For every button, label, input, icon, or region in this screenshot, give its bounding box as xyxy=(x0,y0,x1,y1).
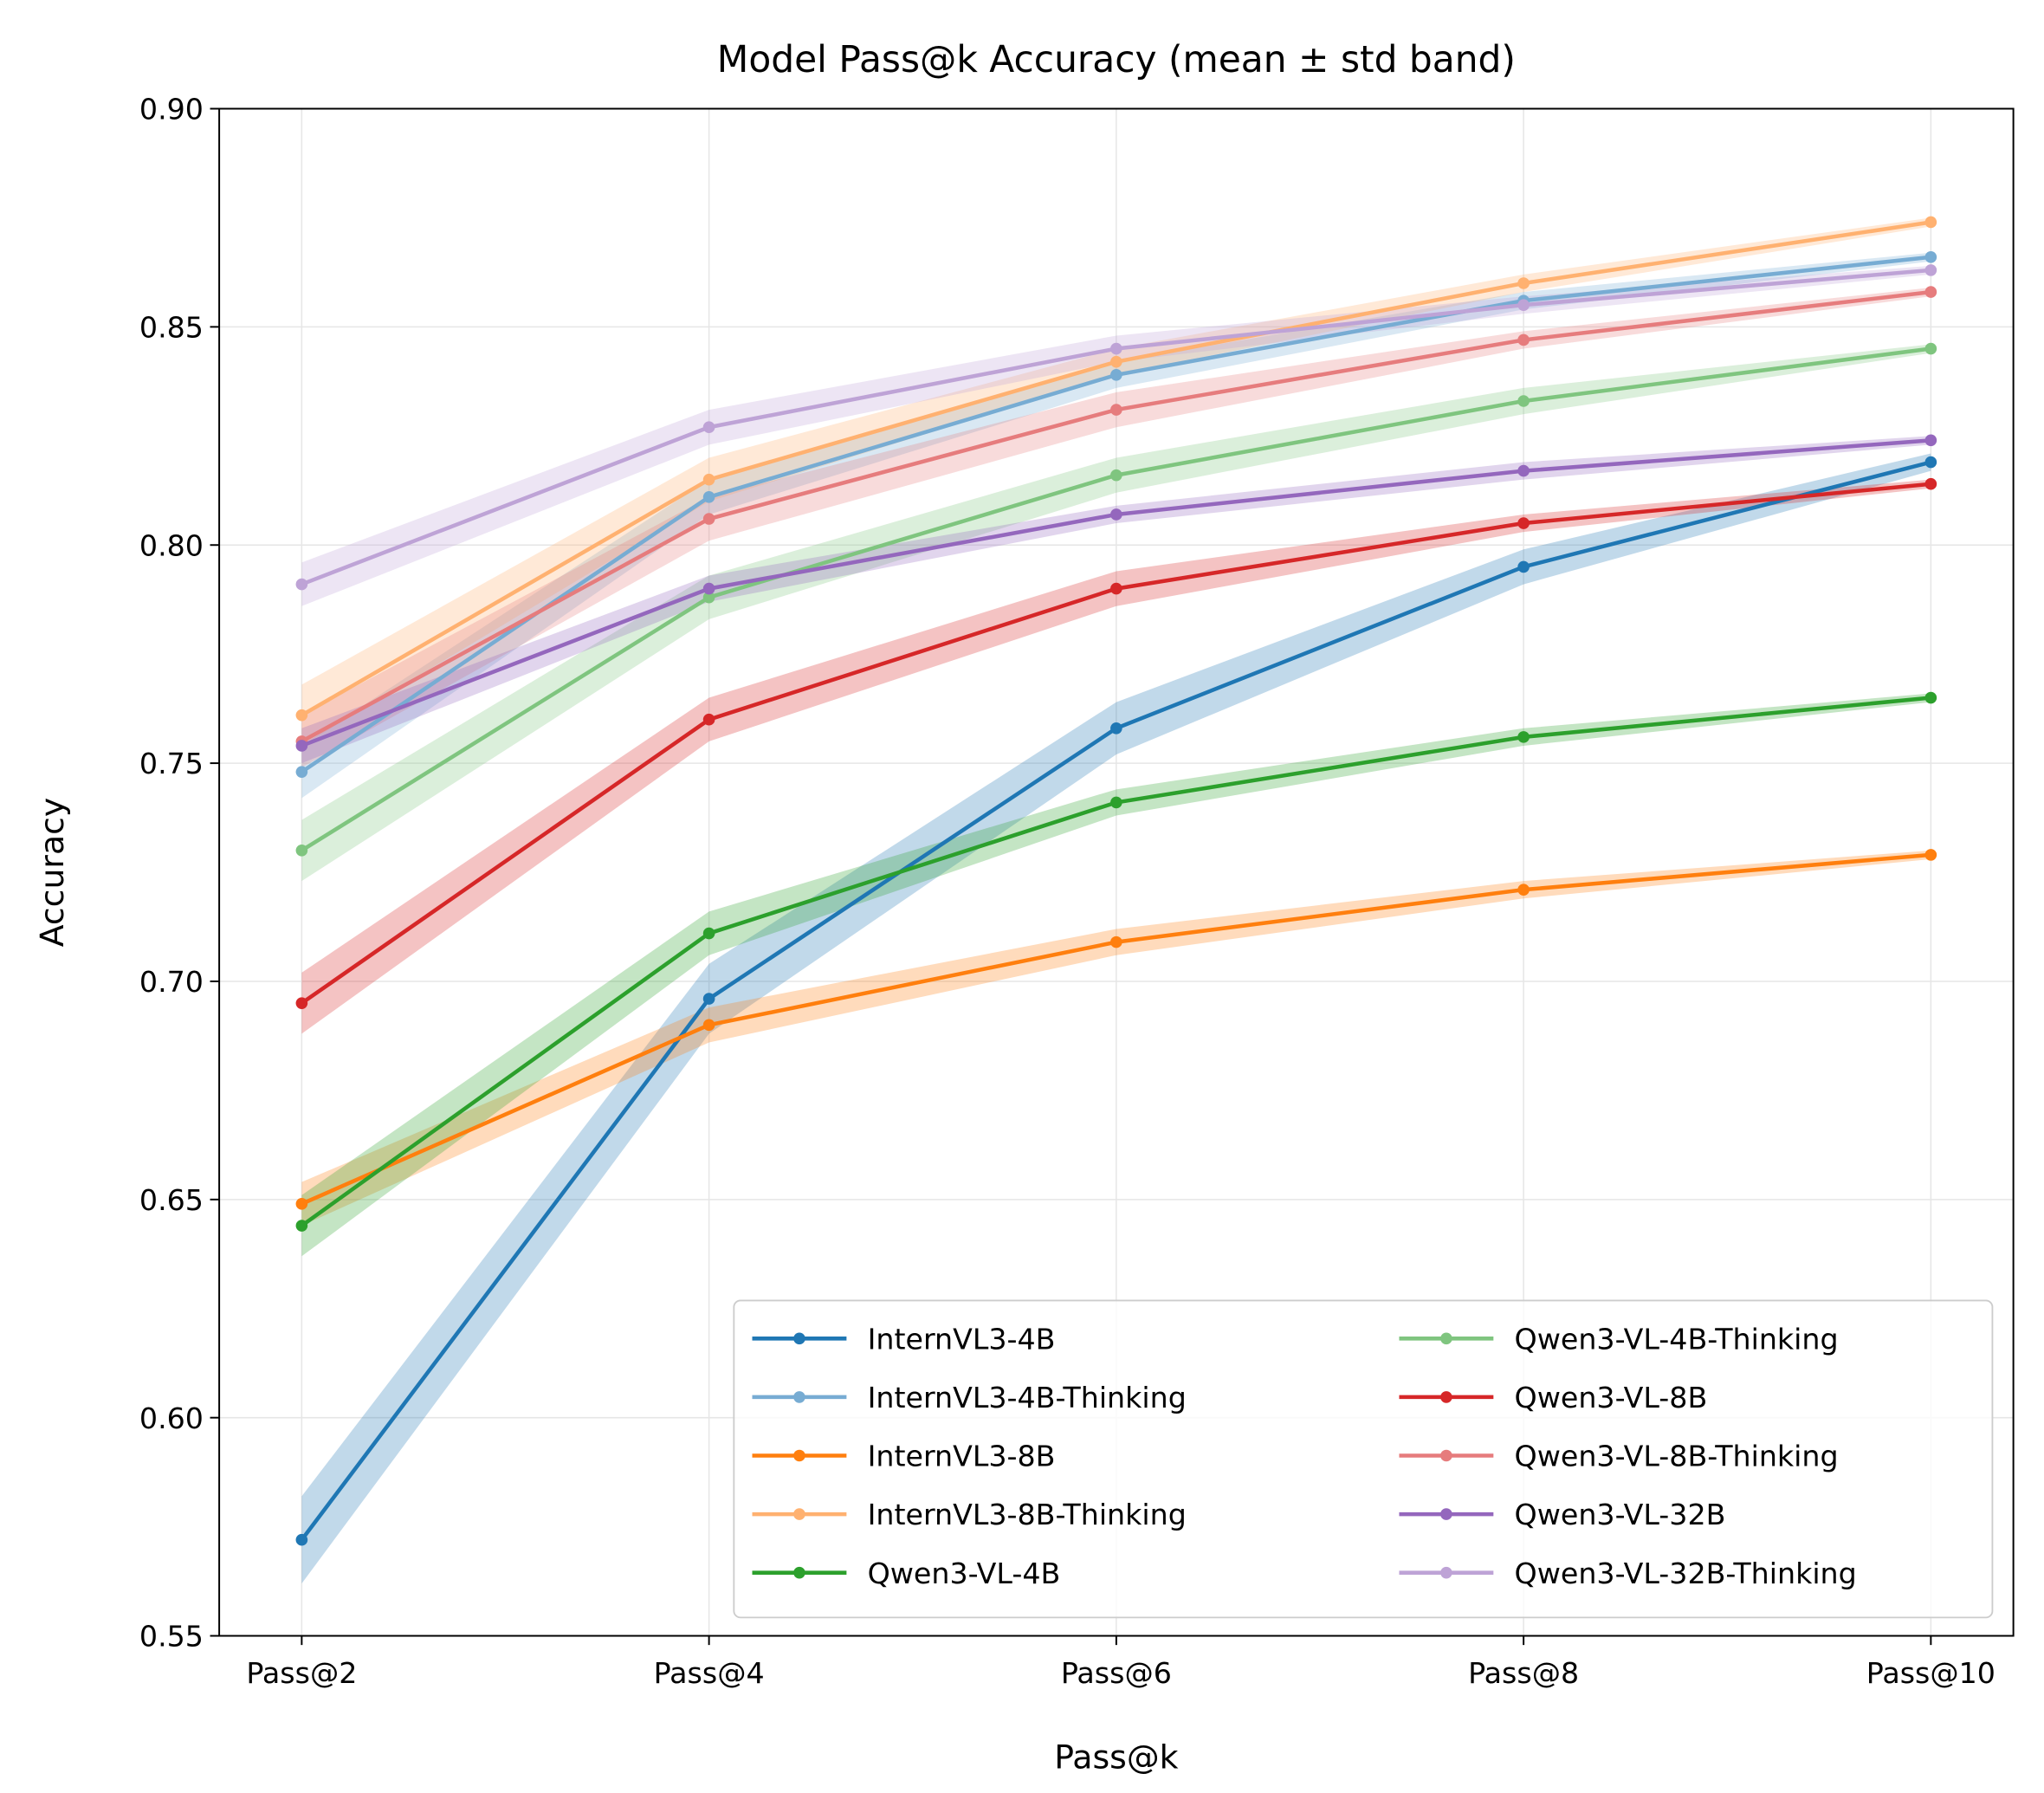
y-axis-label: Accuracy xyxy=(33,798,71,948)
legend-entry: Qwen3-VL-4B xyxy=(868,1557,1061,1590)
data-point-InternVL3-4B-Thinking xyxy=(1924,250,1937,263)
legend-marker xyxy=(1440,1508,1452,1520)
legend-marker xyxy=(1440,1332,1452,1345)
data-point-Qwen3-VL-32B-Thinking xyxy=(295,578,308,591)
data-point-Qwen3-VL-4B-Thinking xyxy=(702,591,715,604)
legend-entry: InternVL3-8B-Thinking xyxy=(868,1498,1187,1531)
x-tick-label: Pass@8 xyxy=(1468,1656,1579,1690)
data-point-InternVL3-8B xyxy=(1924,849,1937,861)
legend: InternVL3-4B InternVL3-4B-Thinking InternV… xyxy=(733,1299,1994,1619)
data-point-Qwen3-VL-8B-Thinking xyxy=(1924,286,1937,298)
y-tick-label: 0.70 xyxy=(139,965,204,999)
legend-entry: InternVL3-4B xyxy=(868,1322,1056,1356)
legend-marker xyxy=(793,1391,805,1403)
data-point-InternVL3-4B xyxy=(702,993,715,1005)
data-point-Qwen3-VL-32B xyxy=(1924,434,1937,447)
data-point-Qwen3-VL-8B-Thinking xyxy=(702,513,715,525)
data-point-Qwen3-VL-8B xyxy=(1517,517,1530,529)
data-point-Qwen3-VL-4B xyxy=(1517,731,1530,743)
data-point-Qwen3-VL-32B-Thinking xyxy=(702,421,715,434)
data-point-InternVL3-4B xyxy=(1110,722,1122,735)
x-tick-label: Pass@6 xyxy=(1061,1656,1172,1690)
data-point-InternVL3-8B xyxy=(1110,935,1122,948)
data-point-InternVL3-4B-Thinking xyxy=(702,491,715,503)
data-point-Qwen3-VL-4B-Thinking xyxy=(1110,469,1122,482)
x-tick-label: Pass@2 xyxy=(246,1656,357,1690)
data-point-Qwen3-VL-32B xyxy=(1517,464,1530,477)
y-tick-label: 0.60 xyxy=(139,1401,204,1435)
data-point-Qwen3-VL-32B-Thinking xyxy=(1110,342,1122,355)
legend-marker xyxy=(1440,1391,1452,1403)
legend-box xyxy=(733,1299,1994,1619)
data-point-Qwen3-VL-4B-Thinking xyxy=(1517,395,1530,407)
data-point-Qwen3-VL-8B-Thinking xyxy=(1110,404,1122,416)
legend-entry: Qwen3-VL-32B xyxy=(1515,1498,1726,1531)
y-tick-label: 0.65 xyxy=(139,1183,204,1217)
legend-entry: Qwen3-VL-4B-Thinking xyxy=(1515,1322,1839,1356)
data-point-InternVL3-4B xyxy=(1924,456,1937,469)
legend-marker xyxy=(793,1449,805,1462)
data-point-InternVL3-4B xyxy=(295,1533,308,1546)
data-point-InternVL3-8B-Thinking xyxy=(1924,216,1937,229)
data-point-InternVL3-8B xyxy=(295,1198,308,1210)
data-point-InternVL3-4B-Thinking xyxy=(295,766,308,778)
legend-marker xyxy=(793,1332,805,1345)
data-point-Qwen3-VL-32B-Thinking xyxy=(1924,264,1937,276)
data-point-InternVL3-4B xyxy=(1517,560,1530,573)
legend-entry: InternVL3-4B-Thinking xyxy=(868,1381,1187,1414)
data-point-Qwen3-VL-4B xyxy=(1924,691,1937,704)
data-point-Qwen3-VL-32B xyxy=(702,582,715,595)
data-point-Qwen3-VL-8B xyxy=(1924,477,1937,490)
data-point-InternVL3-8B xyxy=(1517,884,1530,896)
data-point-Qwen3-VL-8B-Thinking xyxy=(1517,333,1530,346)
y-tick-label: 0.55 xyxy=(139,1620,204,1654)
x-tick-label: Pass@10 xyxy=(1866,1656,1995,1690)
data-point-Qwen3-VL-8B xyxy=(1110,582,1122,595)
data-point-Qwen3-VL-8B xyxy=(702,713,715,726)
data-point-Qwen3-VL-4B xyxy=(295,1220,308,1232)
data-point-Qwen3-VL-4B-Thinking xyxy=(295,845,308,857)
data-point-Qwen3-VL-8B xyxy=(295,997,308,1009)
y-tick-label: 0.90 xyxy=(139,93,204,126)
x-tick-label: Pass@4 xyxy=(654,1656,765,1690)
y-tick-label: 0.80 xyxy=(139,528,204,562)
chart-title: Model Pass@k Accuracy (mean ± std band) xyxy=(717,38,1516,81)
legend-marker xyxy=(1440,1449,1452,1462)
legend-entry: Qwen3-VL-8B xyxy=(1515,1381,1708,1414)
legend-marker xyxy=(1440,1566,1452,1579)
legend-entry: Qwen3-VL-8B-Thinking xyxy=(1515,1440,1839,1473)
data-point-Qwen3-VL-4B xyxy=(702,927,715,940)
legend-entry: Qwen3-VL-32B-Thinking xyxy=(1515,1557,1857,1590)
legend-marker xyxy=(793,1566,805,1579)
data-point-Qwen3-VL-32B xyxy=(1110,508,1122,521)
x-axis-label: Pass@k xyxy=(1054,1738,1178,1776)
data-point-InternVL3-4B-Thinking xyxy=(1110,368,1122,381)
data-point-InternVL3-8B xyxy=(702,1019,715,1032)
data-point-Qwen3-VL-32B xyxy=(295,740,308,752)
series-lines xyxy=(295,216,1937,1546)
data-point-Qwen3-VL-32B-Thinking xyxy=(1517,299,1530,311)
data-point-Qwen3-VL-4B-Thinking xyxy=(1924,342,1937,355)
data-point-InternVL3-8B-Thinking xyxy=(702,473,715,486)
legend-entry: InternVL3-8B xyxy=(868,1440,1056,1473)
data-point-InternVL3-8B-Thinking xyxy=(295,709,308,722)
axes: 0.55 0.60 0.65 0.70 0.75 0.80 0.85 0.90 Pass@2 Pa… xyxy=(139,93,1995,1690)
data-point-Qwen3-VL-4B xyxy=(1110,796,1122,809)
y-tick-label: 0.75 xyxy=(139,747,204,780)
y-tick-label: 0.85 xyxy=(139,310,204,344)
legend-marker xyxy=(793,1508,805,1520)
data-point-InternVL3-8B-Thinking xyxy=(1110,355,1122,368)
data-point-InternVL3-8B-Thinking xyxy=(1517,277,1530,289)
